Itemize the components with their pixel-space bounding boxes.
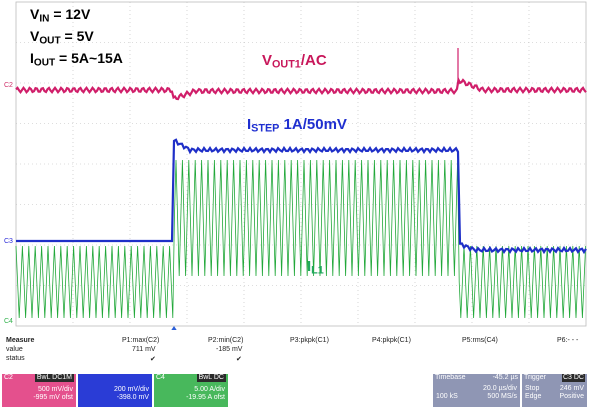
measure-p2-status-icon: ✔ <box>236 356 242 363</box>
c4-marker: C4 <box>4 318 13 325</box>
trigger-mode-row: Stop 246 mV <box>522 385 587 393</box>
istep-label: ISTEP 1A/50mV <box>247 116 347 135</box>
graticule <box>15 1 587 327</box>
timebase-sampling: 100 kS 500 MS/s <box>433 393 520 401</box>
trigger-level: 246 mV <box>559 385 584 392</box>
timebase-label: Timebase <box>435 374 466 381</box>
measure-p1-label[interactable]: P1:max(C2) <box>122 337 160 344</box>
c2-scale: 500 mV/div <box>37 386 73 393</box>
trigger-label: Trigger <box>524 374 546 381</box>
istep-trace <box>16 138 587 255</box>
trigger-mode: Stop <box>525 385 540 392</box>
measure-status-row-label: status <box>6 355 25 362</box>
waveform-area <box>15 1 587 332</box>
c2-tag: C2 <box>4 374 13 381</box>
vout1-trace <box>15 76 587 101</box>
vout1-ac-label: VOUT1/AC <box>262 52 327 71</box>
measure-p4-label[interactable]: P4:pkpk(C1) <box>372 337 411 344</box>
scope-display: C2 C3 C4 VIN = 12V VOUT = 5V IOUT = 5A~1… <box>4 1 587 332</box>
il1-trace <box>15 159 586 319</box>
c3-scale: 200 mV/div <box>113 386 149 393</box>
measure-p2-label[interactable]: P2:min(C2) <box>208 337 244 344</box>
timebase-header: Timebase -45.2 µs <box>433 374 520 383</box>
c4-scale: 5.00 A/div <box>194 386 225 393</box>
c4-offset: -19.95 A ofst <box>186 394 225 401</box>
trigger-position-icon <box>170 326 178 332</box>
c3-offset: -398.0 mV <box>116 394 149 401</box>
timebase-per-div: 20.0 µs/div <box>483 385 517 392</box>
timebase-delay: -45.2 µs <box>492 374 518 381</box>
timebase-samples: 100 kS <box>436 393 458 400</box>
c2-descriptor[interactable]: C2 BwL DC1M 500 mV/div -995 mV ofst <box>2 374 76 407</box>
c2-marker: C2 <box>4 82 13 89</box>
measure-p2-value: -185 mV <box>216 346 243 353</box>
trigger-type: Edge <box>525 393 542 400</box>
iout-label: IOUT = 5A~15A <box>30 50 123 69</box>
measure-p1-value: 711 mV <box>132 346 156 353</box>
vout-label: VOUT = 5V <box>30 28 94 47</box>
measure-value-row-label: value <box>6 346 23 353</box>
measure-title: Measure <box>6 337 35 344</box>
c4-tag: C4 <box>156 374 165 381</box>
c3-descriptor[interactable]: 200 mV/div -398.0 mV <box>78 374 152 407</box>
timebase-rate: 500 MS/s <box>487 393 517 400</box>
measure-p1-status-icon: ✔ <box>150 356 156 363</box>
trigger-badge: C3 DC <box>561 374 585 382</box>
c3-descriptor-header <box>78 374 152 383</box>
c4-badge: BwL DC <box>196 374 226 382</box>
measure-table: Measure value status P1:max(C2) 711 mV ✔… <box>0 336 589 372</box>
c2-badge: BwL DC1M <box>34 374 74 382</box>
trigger-type-row: Edge Positive <box>522 393 587 401</box>
c3-marker: C3 <box>4 238 13 245</box>
c2-descriptor-header: C2 BwL DC1M <box>2 374 76 383</box>
trigger-descriptor[interactable]: Trigger C3 DC Stop 246 mV Edge Positive <box>522 374 587 407</box>
measure-p3-label[interactable]: P3:pkpk(C1) <box>290 337 329 344</box>
vin-label: VIN = 12V <box>30 6 91 25</box>
trigger-header: Trigger C3 DC <box>522 374 587 383</box>
measure-p5-label[interactable]: P5:rms(C4) <box>462 337 498 344</box>
c4-descriptor-header: C4 BwL DC <box>154 374 228 383</box>
c2-offset: -995 mV ofst <box>33 394 73 401</box>
timebase-descriptor[interactable]: Timebase -45.2 µs 20.0 µs/div 100 kS 500… <box>433 374 520 407</box>
c4-descriptor[interactable]: C4 BwL DC 5.00 A/div -19.95 A ofst <box>154 374 228 407</box>
trigger-slope: Positive <box>559 393 584 400</box>
measure-p6-label[interactable]: P6:- - - <box>557 337 579 344</box>
channel-info-bar: C2 BwL DC1M 500 mV/div -995 mV ofst 200 … <box>0 374 589 409</box>
il1-label: IL1 <box>307 258 324 277</box>
